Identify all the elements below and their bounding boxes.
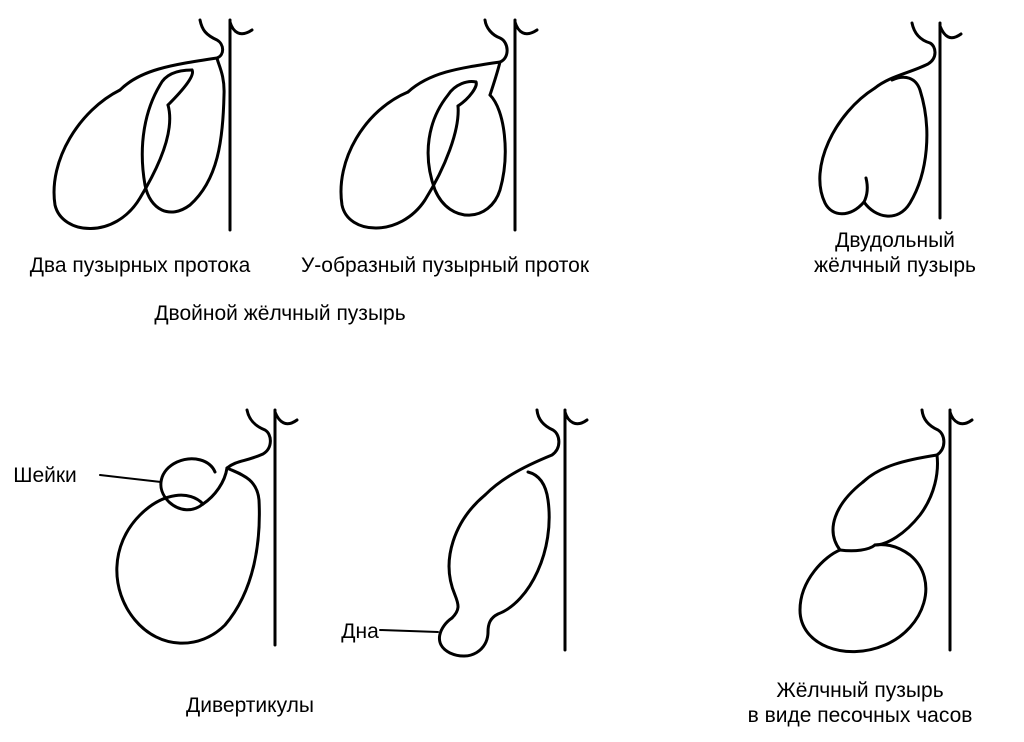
double-gallbladder-y-duct — [300, 10, 560, 240]
label-group-top: Двойной жёлчный пузырь — [120, 301, 440, 326]
label-fig6: Жёлчный пузырь в виде песочных часов — [720, 678, 1000, 728]
label-fig3: Двудольный жёлчный пузырь — [790, 228, 1000, 278]
label-neck: Шейки — [5, 463, 85, 488]
diverticulum-neck — [65, 400, 305, 655]
double-gallbladder-two-ducts — [20, 10, 280, 240]
label-fundus: Дна — [330, 619, 390, 644]
bilobed-gallbladder — [760, 18, 980, 223]
label-group-bottom: Дивертикулы — [160, 693, 340, 718]
label-fig1: Два пузырных протока — [15, 253, 265, 278]
diverticulum-fundus — [370, 400, 600, 660]
hourglass-gallbladder — [745, 400, 985, 660]
label-fig2: У-образный пузырный проток — [280, 253, 610, 278]
